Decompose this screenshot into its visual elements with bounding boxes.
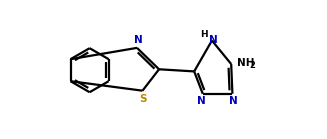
Text: H: H: [200, 30, 208, 39]
Text: N: N: [209, 35, 218, 45]
Text: S: S: [139, 94, 146, 104]
Text: N: N: [229, 96, 238, 106]
Text: N: N: [133, 35, 142, 45]
Text: N: N: [197, 96, 206, 106]
Text: 2: 2: [249, 61, 255, 70]
Text: NH: NH: [237, 58, 254, 68]
